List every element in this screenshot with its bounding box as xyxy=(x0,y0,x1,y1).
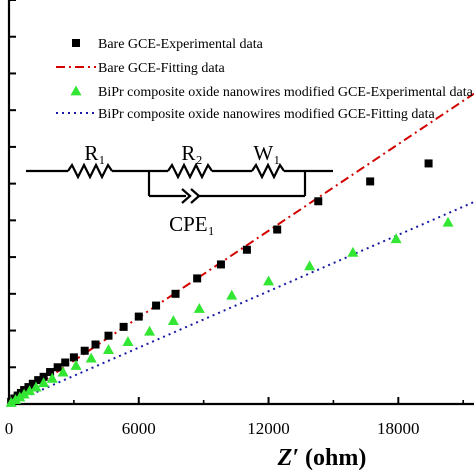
legend: Bare GCE-Experimental data Bare GCE-Fitti… xyxy=(56,37,474,122)
bare-gce-point xyxy=(53,363,62,372)
bare-gce-point xyxy=(34,376,43,385)
x-tick-label: 6000 xyxy=(122,419,156,438)
bare-gce-point xyxy=(171,289,180,298)
resistor-r2-symbol xyxy=(167,162,213,180)
bare-gce-point xyxy=(46,368,55,377)
bipr-point xyxy=(442,216,454,227)
bipr-point xyxy=(304,260,316,271)
plot-axes: 0 6000 12000 18000 xyxy=(5,0,474,438)
x-axis-symbol: Z′ xyxy=(277,445,299,471)
bare-gce-point xyxy=(134,312,143,321)
cpe-symbol-right xyxy=(190,188,201,204)
bare-gce-point xyxy=(28,379,37,388)
bare-gce-point xyxy=(104,331,113,340)
bare-gce-point xyxy=(119,322,128,331)
bare-gce-point xyxy=(61,358,70,367)
bare-gce-point xyxy=(242,245,251,254)
bare-gce-point xyxy=(424,159,433,168)
cpe-symbol-left xyxy=(181,188,192,204)
bare-gce-point xyxy=(193,274,202,283)
legend-entry: BiPr composite oxide nanowires modified … xyxy=(98,107,436,122)
bipr-point xyxy=(167,315,179,326)
bare-gce-point xyxy=(366,177,375,186)
bare-gce-point xyxy=(152,301,161,310)
bipr-point xyxy=(226,289,238,300)
x-axis-unit: (ohm) xyxy=(305,445,366,471)
legend-entry: Bare GCE-Experimental data xyxy=(98,37,264,52)
equivalent-circuit-inset xyxy=(26,162,333,204)
bipr-point xyxy=(24,385,36,396)
bare-gce-point xyxy=(39,372,48,381)
bipr-point xyxy=(102,344,114,355)
bipr-point xyxy=(263,275,275,286)
bare-gce-point xyxy=(91,340,100,349)
bare-gce-point xyxy=(216,260,225,269)
legend-entry: Bare GCE-Fitting data xyxy=(98,61,226,76)
bare-gce-point xyxy=(314,197,323,206)
bipr-point xyxy=(46,372,58,383)
bipr-point xyxy=(30,381,42,392)
bipr-point xyxy=(122,336,134,346)
circuit-label-r2: R₂ xyxy=(181,141,202,165)
bipr-point xyxy=(9,394,21,404)
bipr-point xyxy=(57,366,69,377)
x-axis-title: Z′ (ohm) xyxy=(277,445,367,471)
circuit-label-cpe1: CPE₁ xyxy=(169,212,215,236)
legend-entry: BiPr composite oxide nanowires modified … xyxy=(98,85,474,100)
circuit-label-r1: R₁ xyxy=(84,141,105,165)
bipr-point xyxy=(70,359,82,370)
resistor-r1-symbol xyxy=(67,162,113,180)
bare-gce-point xyxy=(273,225,282,234)
bare-gce-point xyxy=(80,346,89,355)
bipr-point xyxy=(193,303,205,313)
bipr-point xyxy=(18,388,30,399)
fit-line xyxy=(8,201,474,405)
bipr-point xyxy=(85,352,97,363)
legend-marker xyxy=(70,85,82,96)
legend-marker xyxy=(72,39,80,47)
warburg-w1-symbol xyxy=(251,162,285,180)
bipr-point xyxy=(38,377,50,388)
x-tick-label: 0 xyxy=(5,419,14,438)
bipr-point xyxy=(144,325,156,336)
data-markers xyxy=(5,159,454,407)
circuit-label-w1: W₁ xyxy=(253,141,280,165)
fit-line xyxy=(8,92,474,405)
bare-gce-point xyxy=(24,383,33,392)
bipr-point xyxy=(390,233,402,244)
x-tick-label: 18000 xyxy=(377,419,420,438)
bipr-point xyxy=(347,246,359,257)
fitting-lines xyxy=(8,92,474,405)
bare-gce-point xyxy=(69,353,78,362)
x-tick-label: 12000 xyxy=(247,419,290,438)
